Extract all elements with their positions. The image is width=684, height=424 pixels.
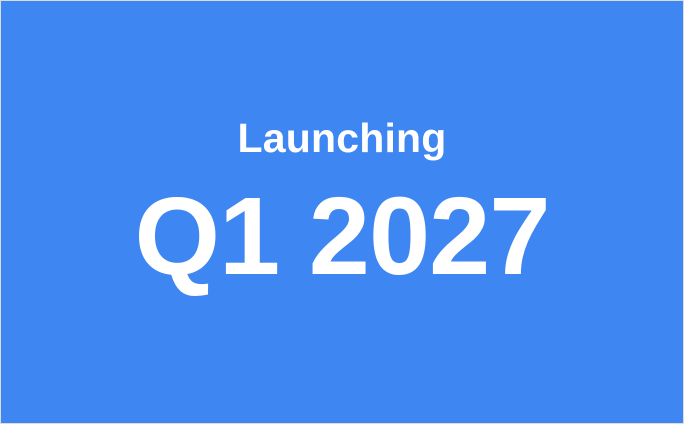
launch-date-headline: Q1 2027 <box>134 175 550 298</box>
launch-eyebrow-text: Launching <box>237 115 447 161</box>
